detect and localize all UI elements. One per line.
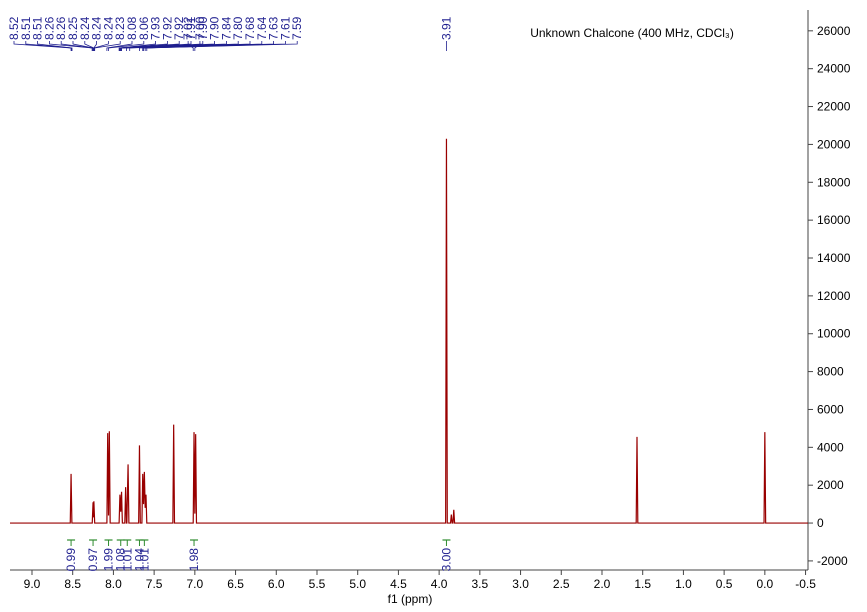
peak-label: 8.06 bbox=[137, 16, 151, 40]
x-tick-label: 4.0 bbox=[431, 577, 448, 591]
peak-label: 8.51 bbox=[19, 16, 33, 40]
x-tick-label: 7.0 bbox=[186, 577, 203, 591]
x-tick-label: 1.5 bbox=[634, 577, 651, 591]
y-tick-label: 22000 bbox=[817, 100, 851, 114]
x-tick-label: 0.0 bbox=[756, 577, 773, 591]
y-tick-label: 24000 bbox=[817, 62, 851, 76]
integral-label: 1.01 bbox=[137, 548, 151, 572]
integral-label: 1.99 bbox=[102, 548, 116, 572]
peak-label: 8.24 bbox=[90, 16, 104, 40]
integral-label: 1.01 bbox=[120, 548, 134, 572]
x-tick-label: 0.5 bbox=[716, 577, 733, 591]
peak-label: 7.68 bbox=[243, 16, 257, 40]
peak-label: 8.23 bbox=[113, 16, 127, 40]
y-tick-label: 0 bbox=[817, 516, 824, 530]
peak-leader bbox=[13, 41, 72, 51]
y-tick-label: 16000 bbox=[817, 213, 851, 227]
y-tick-label: 6000 bbox=[817, 402, 844, 416]
peak-leader bbox=[94, 41, 121, 51]
integral-label: 3.00 bbox=[439, 548, 453, 572]
x-tick-label: 1.0 bbox=[675, 577, 692, 591]
x-axis-label: f1 (ppm) bbox=[388, 592, 433, 606]
y-tick-label: 8000 bbox=[817, 365, 844, 379]
x-tick-label: 6.0 bbox=[268, 577, 285, 591]
peak-label: 7.61 bbox=[278, 16, 292, 40]
peak-label: 7.63 bbox=[267, 16, 281, 40]
integral-label: 1.04 bbox=[132, 548, 146, 572]
x-tick-label: 9.0 bbox=[24, 577, 41, 591]
y-tick-label: 18000 bbox=[817, 175, 851, 189]
peak-leader bbox=[25, 41, 73, 51]
peak-label: 3.91 bbox=[439, 16, 453, 40]
peak-label: 7.02 bbox=[181, 16, 195, 40]
peak-leader bbox=[187, 41, 194, 51]
integral-label: 0.99 bbox=[64, 548, 78, 572]
peak-label: 8.26 bbox=[42, 16, 56, 40]
peak-label: 8.26 bbox=[54, 16, 68, 40]
x-tick-label: 2.0 bbox=[594, 577, 611, 591]
peak-leader bbox=[194, 41, 201, 51]
y-tick-label: 4000 bbox=[817, 440, 844, 454]
integral-label: 0.97 bbox=[86, 548, 100, 572]
peak-label: 8.51 bbox=[31, 16, 45, 40]
integral-label: 1.08 bbox=[114, 548, 128, 572]
x-tick-label: 3.0 bbox=[512, 577, 529, 591]
peak-leader bbox=[93, 41, 109, 51]
chart-title: Unknown Chalcone (400 MHz, CDCl₃) bbox=[530, 26, 734, 40]
y-tick-label: 12000 bbox=[817, 289, 851, 303]
x-tick-label: 7.5 bbox=[146, 577, 163, 591]
peak-leader bbox=[146, 41, 298, 51]
y-tick-label: 2000 bbox=[817, 478, 844, 492]
x-tick-label: 5.5 bbox=[309, 577, 326, 591]
peak-label: 7.90 bbox=[208, 16, 222, 40]
peak-label: 7.64 bbox=[255, 16, 269, 40]
peak-leader bbox=[106, 41, 133, 51]
x-tick-label: 8.0 bbox=[105, 577, 122, 591]
peak-label: 7.00 bbox=[193, 16, 207, 40]
peak-label: 8.25 bbox=[66, 16, 80, 40]
peak-label: 8.08 bbox=[125, 16, 139, 40]
x-tick-label: 8.5 bbox=[64, 577, 81, 591]
x-tick-label: 4.5 bbox=[390, 577, 407, 591]
peak-leader bbox=[93, 41, 97, 51]
peak-label: 7.93 bbox=[149, 16, 163, 40]
peak-label: 7.80 bbox=[231, 16, 245, 40]
peak-leader bbox=[72, 41, 94, 51]
x-tick-label: -0.5 bbox=[795, 577, 816, 591]
y-tick-label: 20000 bbox=[817, 137, 851, 151]
peak-label: 8.24 bbox=[101, 16, 115, 40]
peak-leader bbox=[108, 41, 145, 51]
peak-label: 7.91 bbox=[184, 16, 198, 40]
peak-label: 7.59 bbox=[290, 16, 304, 40]
y-tick-label: 26000 bbox=[817, 24, 851, 38]
peak-label: 7.84 bbox=[219, 16, 233, 40]
x-tick-label: 3.5 bbox=[471, 577, 488, 591]
peak-leader bbox=[37, 41, 73, 51]
peak-label: 8.52 bbox=[7, 16, 21, 40]
y-tick-label: 14000 bbox=[817, 251, 851, 265]
peak-label: 7.90 bbox=[196, 16, 210, 40]
y-tick-label: 10000 bbox=[817, 327, 851, 341]
integral-label: 1.98 bbox=[187, 548, 201, 572]
peak-label: 7.92 bbox=[172, 16, 186, 40]
x-tick-label: 5.0 bbox=[349, 577, 366, 591]
x-tick-label: 2.5 bbox=[553, 577, 570, 591]
y-tick-label: -2000 bbox=[817, 554, 848, 568]
spectrum-line bbox=[10, 138, 808, 524]
peak-leader bbox=[118, 41, 157, 51]
x-tick-label: 6.5 bbox=[227, 577, 244, 591]
peak-label: 7.92 bbox=[160, 16, 174, 40]
peak-label: 8.24 bbox=[78, 16, 92, 40]
peak-leader bbox=[60, 41, 93, 51]
